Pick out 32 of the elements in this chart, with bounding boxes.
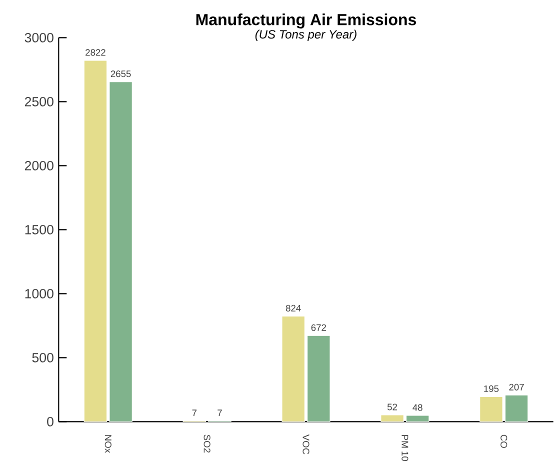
bar [504, 394, 528, 422]
bar [307, 335, 330, 422]
data-label: 48 [412, 404, 422, 411]
data-label: 7 [192, 410, 197, 416]
y-tick-label: 1500 [25, 224, 54, 234]
x-tick-label: NOx [104, 435, 112, 453]
y-tick-label: 2000 [24, 160, 54, 170]
chart-title: Manufacturing Air Emissions [196, 14, 416, 29]
y-tick-label: 3000 [24, 32, 54, 42]
data-label: 7 [218, 410, 222, 416]
bar [109, 82, 132, 422]
data-label: 195 [484, 385, 499, 392]
data-label: 824 [286, 304, 301, 312]
bar [406, 415, 430, 422]
x-tick-label: PM 10 [402, 435, 408, 461]
x-tick-label: SO2 [204, 434, 210, 453]
bar [480, 396, 503, 422]
y-tick-label: 500 [32, 352, 54, 362]
data-label: 2822 [86, 49, 106, 56]
y-tick-label: 1000 [25, 288, 54, 298]
bar [380, 414, 404, 422]
bar [282, 316, 305, 422]
bar [84, 60, 108, 422]
data-label: 2655 [110, 70, 131, 78]
data-label: 672 [311, 324, 326, 331]
chart-subtitle: (US Tons per Year) [255, 30, 356, 41]
y-tick-label: 2500 [24, 96, 54, 106]
data-label: 207 [509, 384, 524, 390]
x-tick-label: CO [500, 434, 508, 448]
data-label: 52 [387, 404, 397, 410]
x-tick-label: VOC [302, 434, 310, 454]
y-tick-label: 0 [47, 416, 54, 426]
